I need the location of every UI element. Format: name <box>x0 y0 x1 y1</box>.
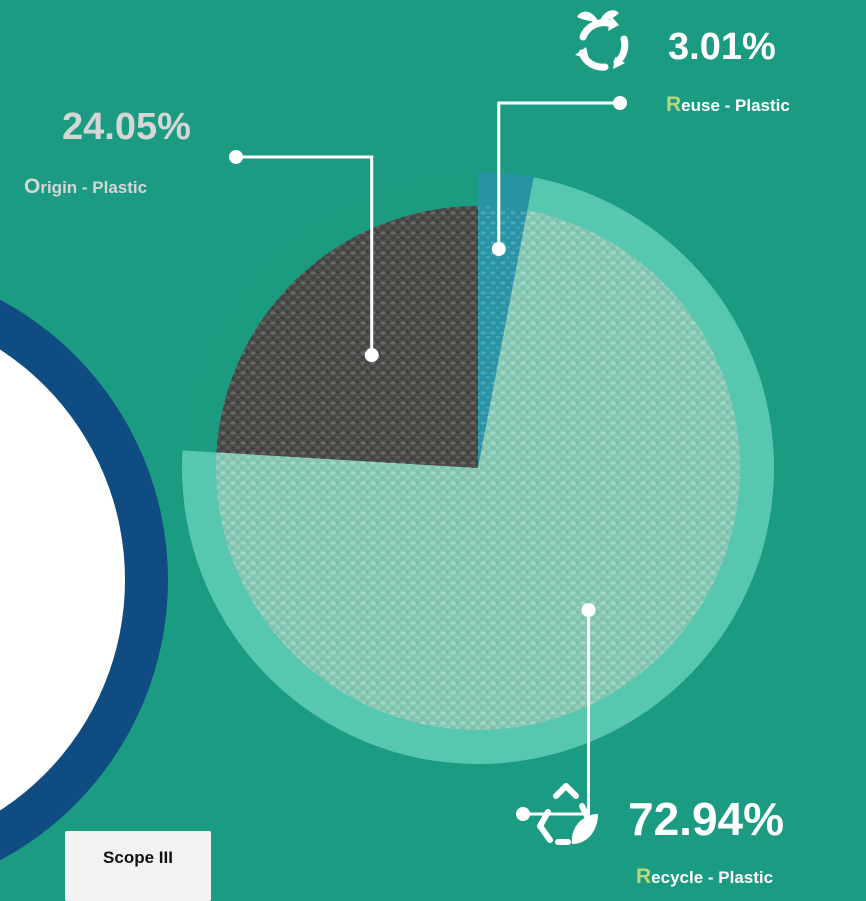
reuse-value-label: 3.01% <box>668 26 776 68</box>
origin-category-label: Origin - Plastic <box>24 176 147 197</box>
leader-lines <box>229 96 627 821</box>
origin-category-rest: rigin - Plastic <box>40 178 148 197</box>
recycle-leaf-icon <box>537 783 598 845</box>
recycle-value-label: 72.94% <box>628 793 785 845</box>
scope-tag: Scope III <box>65 831 211 901</box>
reuse-cycle-icon <box>575 10 629 71</box>
leader-line-origin <box>229 150 379 363</box>
reuse-initial: R <box>666 93 682 116</box>
recycle-category-label: Recycle - Plastic <box>636 866 773 887</box>
recycle-category-rest: ecycle - Plastic <box>651 868 774 887</box>
pie-slices <box>215 206 740 730</box>
origin-value-label: 24.05% <box>62 106 191 148</box>
reuse-category-label: Reuse - Plastic <box>666 94 790 115</box>
pie-slice-recycle <box>215 210 740 730</box>
reuse-category-rest: euse - Plastic <box>681 96 790 115</box>
leader-line-reuse <box>491 96 627 256</box>
pie-slice-origin <box>216 206 478 468</box>
origin-initial: O <box>24 175 41 198</box>
scope-label: Scope III <box>103 848 173 867</box>
pie-slice-reuse <box>478 206 528 468</box>
recycle-initial: R <box>636 865 652 888</box>
decorative-white-disc <box>0 349 125 811</box>
